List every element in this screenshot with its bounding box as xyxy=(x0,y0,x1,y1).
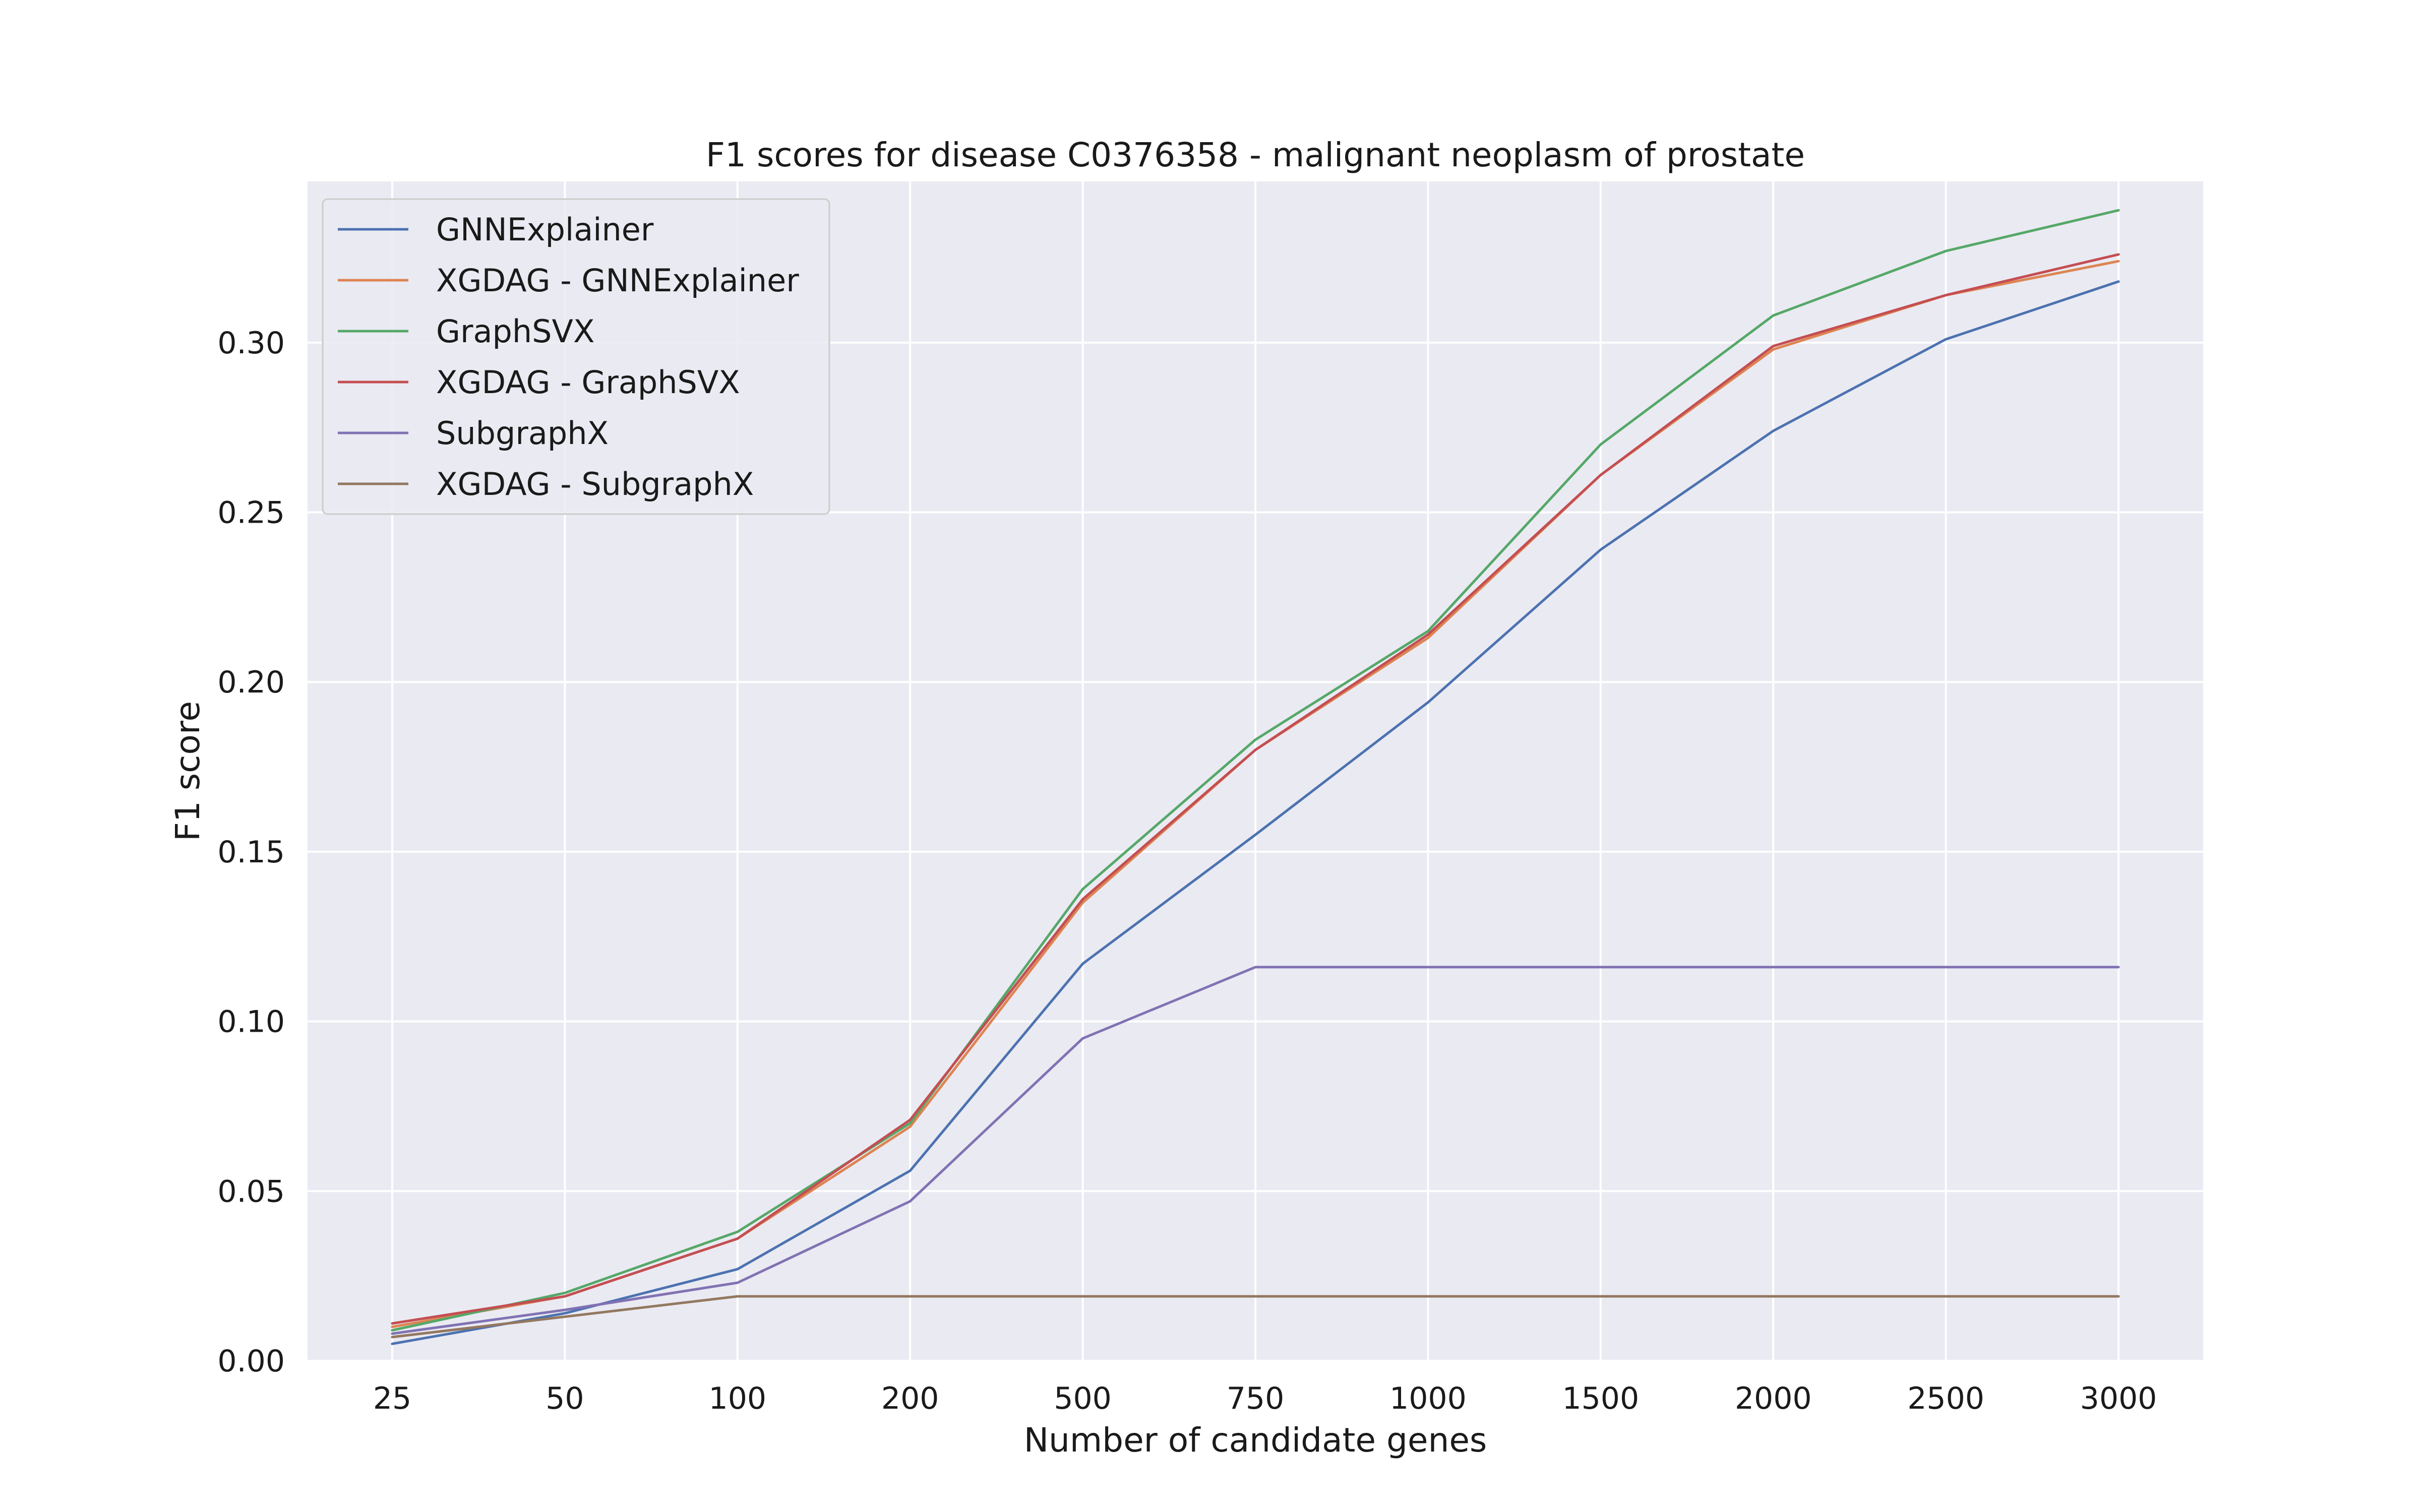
x-tick-label: 750 xyxy=(1227,1381,1285,1416)
x-tick-label: 500 xyxy=(1054,1381,1112,1416)
y-tick-label: 0.10 xyxy=(217,1004,285,1040)
y-tick-label: 0.15 xyxy=(217,835,285,870)
y-axis-label: F1 score xyxy=(168,701,207,841)
x-tick-label: 2500 xyxy=(1907,1381,1984,1416)
x-tick-label: 1500 xyxy=(1562,1381,1639,1416)
x-axis-label: Number of candidate genes xyxy=(1024,1421,1487,1460)
series-line xyxy=(391,209,2120,1332)
legend: GNNExplainer XGDAG - GNNExplainer GraphSVX… xyxy=(322,198,830,515)
x-tick-label: 100 xyxy=(709,1381,767,1416)
legend-label: GraphSVX xyxy=(436,313,594,350)
y-tick-labels: 0.00 0.05 0.10 0.15 0.20 0.25 0.30 xyxy=(217,326,285,1379)
legend-label: SubgraphX xyxy=(436,415,609,452)
legend-label: XGDAG - SubgraphX xyxy=(436,466,754,502)
legend-label: XGDAG - GNNExplainer xyxy=(436,262,799,299)
legend-box xyxy=(322,198,830,515)
series-line xyxy=(391,280,2120,1345)
x-tick-label: 50 xyxy=(546,1381,584,1416)
series-line xyxy=(391,253,2120,1325)
legend-label: XGDAG - GraphSVX xyxy=(436,364,740,401)
x-tick-labels: 25 50 100 200 500 750 1000 1500 2000 2500 3000 xyxy=(373,1381,2157,1416)
y-tick-label: 0.25 xyxy=(217,495,285,531)
y-tick-label: 0.05 xyxy=(217,1174,285,1209)
x-tick-label: 2000 xyxy=(1735,1381,1812,1416)
chart-title: F1 scores for disease C0376358 - maligna… xyxy=(706,136,1805,174)
y-tick-label: 0.20 xyxy=(217,665,285,700)
x-tick-label: 1000 xyxy=(1389,1381,1467,1416)
series-line xyxy=(391,966,2120,1335)
series-line xyxy=(391,1295,2120,1339)
series-lines xyxy=(391,209,2120,1345)
y-tick-label: 0.00 xyxy=(217,1344,285,1379)
legend-label: GNNExplainer xyxy=(436,211,654,248)
x-tick-label: 3000 xyxy=(2080,1381,2157,1416)
y-tick-label: 0.30 xyxy=(217,326,285,361)
x-tick-label: 25 xyxy=(373,1381,411,1416)
x-tick-label: 200 xyxy=(881,1381,939,1416)
